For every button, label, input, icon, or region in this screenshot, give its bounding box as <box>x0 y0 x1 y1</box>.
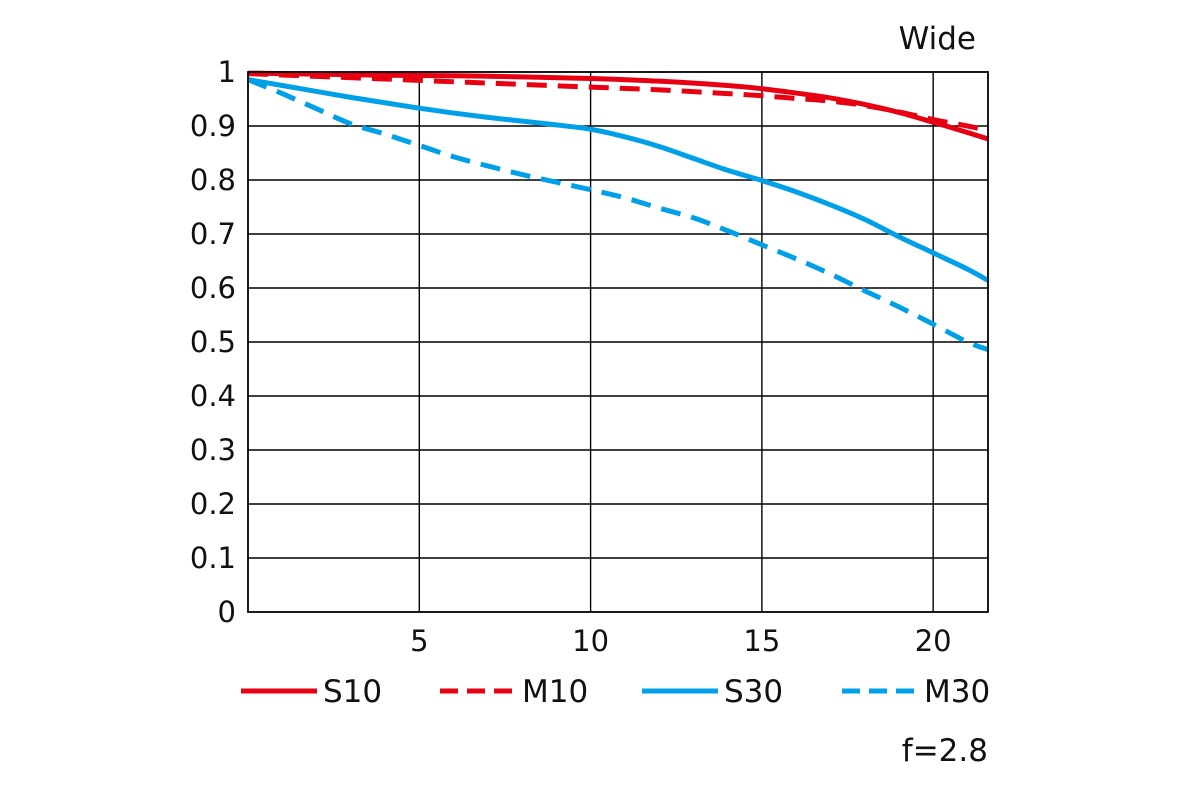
legend-item-m30: M30 <box>842 674 990 710</box>
y-tick-label: 0.9 <box>190 109 236 143</box>
series-line-m30 <box>247 77 989 352</box>
y-tick-label: 0.8 <box>190 163 236 197</box>
x-axis-tick-labels: 5 10 15 20 <box>410 624 952 658</box>
y-tick-label: 0 <box>218 595 236 629</box>
legend-label: S30 <box>724 674 783 710</box>
y-tick-label: 0.3 <box>190 433 236 467</box>
x-tick-label: 20 <box>915 624 952 658</box>
y-tick-label: 0.7 <box>190 217 236 251</box>
legend-label: M10 <box>522 674 588 710</box>
plot-frame <box>247 71 989 613</box>
legend-item-m10: M10 <box>440 674 588 710</box>
legend-label: M30 <box>924 674 990 710</box>
legend-item-s30: S30 <box>642 674 783 710</box>
x-tick-label: 15 <box>743 624 780 658</box>
series-lines <box>247 70 990 352</box>
aperture-annotation: f=2.8 <box>902 733 988 769</box>
y-tick-label: 0.5 <box>190 325 236 359</box>
x-tick-label: 5 <box>410 624 428 658</box>
chart-title: Wide <box>899 21 976 57</box>
legend-label: S10 <box>323 674 382 710</box>
y-axis-tick-labels: 0 0.1 0.2 0.3 0.4 0.5 0.6 0.7 0.8 0.9 1 <box>190 55 236 629</box>
y-tick-label: 1 <box>218 55 236 89</box>
legend-item-s10: S10 <box>241 674 382 710</box>
y-tick-label: 0.4 <box>190 379 236 413</box>
grid <box>248 72 988 612</box>
legend: S10 M10 S30 M30 <box>241 674 990 710</box>
y-tick-label: 0.1 <box>190 541 236 575</box>
x-tick-label: 10 <box>572 624 609 658</box>
y-tick-label: 0.2 <box>190 487 236 521</box>
series-line-m10 <box>247 71 989 133</box>
series-line-s30 <box>247 77 990 283</box>
y-tick-label: 0.6 <box>190 271 236 305</box>
